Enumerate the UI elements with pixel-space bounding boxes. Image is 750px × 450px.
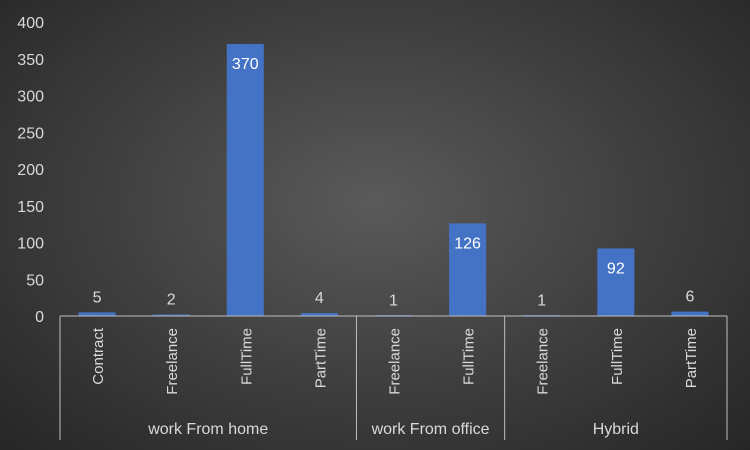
category-label: FullTime (461, 328, 478, 385)
category-label: FullTime (238, 328, 255, 385)
group-label: Hybrid (593, 421, 639, 438)
y-tick-label: 50 (26, 272, 44, 289)
category-label: Contract (90, 327, 107, 385)
data-label: 4 (315, 290, 324, 307)
category-label: PartTime (683, 328, 700, 388)
y-tick-label: 350 (17, 52, 44, 69)
bar (226, 44, 264, 317)
category-label: Freelance (535, 328, 552, 395)
bar (78, 312, 116, 316)
y-tick-label: 400 (17, 15, 44, 32)
y-tick-label: 250 (17, 125, 44, 142)
bar (152, 314, 190, 316)
data-label: 1 (537, 292, 546, 309)
bar (300, 313, 338, 316)
y-tick-label: 0 (35, 309, 44, 326)
data-label: 370 (232, 56, 259, 73)
y-tick-label: 100 (17, 236, 44, 253)
data-label: 2 (167, 292, 176, 309)
x-axis: Contract Freelance FullTime PartTime Freelan… (59, 315, 728, 440)
data-label: 6 (685, 289, 694, 306)
data-label: 1 (389, 292, 398, 309)
data-labels: 5 2 370 4 1 126 1 92 6 (93, 56, 695, 309)
y-tick-label: 200 (17, 162, 44, 179)
bars (78, 44, 709, 317)
y-tick-label: 300 (17, 89, 44, 106)
group-label: work From home (147, 421, 268, 438)
data-label: 5 (93, 289, 102, 306)
category-label: PartTime (312, 328, 329, 388)
category-label: Freelance (164, 328, 181, 395)
bar (597, 248, 635, 316)
category-label: FullTime (609, 328, 626, 385)
category-label: Freelance (387, 328, 404, 395)
y-tick-label: 150 (17, 199, 44, 216)
bar (449, 223, 487, 316)
group-label: work From office (371, 421, 490, 438)
data-label: 126 (454, 235, 481, 252)
data-label: 92 (607, 260, 625, 277)
y-axis: 0 50 100 150 200 250 300 350 400 (17, 15, 44, 326)
bar (671, 311, 709, 316)
